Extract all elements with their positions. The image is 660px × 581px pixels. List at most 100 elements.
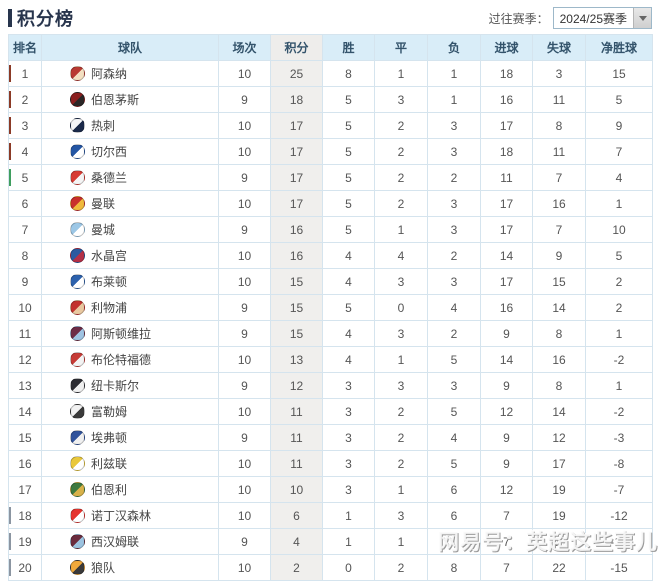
won-cell: 4 bbox=[322, 320, 375, 347]
won-cell: 3 bbox=[322, 398, 375, 425]
won-cell: 1 bbox=[322, 528, 375, 555]
team-cell[interactable]: 利兹联 bbox=[41, 450, 219, 477]
table-row: 9 布莱顿 10 15 4 3 3 17 15 2 bbox=[8, 268, 653, 295]
col-header-team: 球队 bbox=[41, 34, 219, 61]
team-cell[interactable]: 狼队 bbox=[41, 554, 219, 581]
played-cell: 9 bbox=[218, 528, 271, 555]
points-cell: 11 bbox=[270, 424, 323, 451]
drawn-cell: 2 bbox=[374, 554, 428, 581]
season-filter: 过往赛季： 2024/25赛季 bbox=[489, 7, 652, 29]
standings-table: 排名 球队 场次 积分 胜 平 负 进球 失球 净胜球 1 阿森纳 10 25 … bbox=[8, 34, 653, 581]
played-cell: 9 bbox=[218, 424, 271, 451]
team-name: 伯恩茅斯 bbox=[91, 93, 140, 107]
season-select[interactable]: 2024/25赛季 bbox=[552, 7, 652, 29]
rank-cell: 17 bbox=[8, 476, 42, 503]
drawn-cell: 2 bbox=[374, 164, 428, 191]
team-cell[interactable]: 热刺 bbox=[41, 112, 219, 139]
team-name: 桑德兰 bbox=[91, 171, 128, 185]
ga-cell: 3 bbox=[532, 60, 586, 87]
col-header-gf: 进球 bbox=[480, 34, 533, 61]
rank-value: 6 bbox=[21, 196, 29, 211]
zone-indicator-bar bbox=[9, 507, 11, 524]
team-cell[interactable]: 富勒姆 bbox=[41, 398, 219, 425]
played-cell: 9 bbox=[218, 86, 271, 113]
points-cell: 15 bbox=[270, 268, 323, 295]
gd-cell: -2 bbox=[585, 346, 653, 373]
ga-cell: 9 bbox=[532, 242, 586, 269]
fulham-logo bbox=[70, 404, 85, 419]
rank-cell: 7 bbox=[8, 216, 42, 243]
rank-cell: 2 bbox=[8, 86, 42, 113]
zone-indicator-bar bbox=[10, 195, 12, 212]
drawn-cell: 2 bbox=[374, 190, 428, 217]
zone-indicator-bar bbox=[10, 273, 12, 290]
team-cell[interactable]: 桑德兰 bbox=[41, 164, 219, 191]
team-cell[interactable]: 布莱顿 bbox=[41, 268, 219, 295]
table-row: 10 利物浦 9 15 5 0 4 16 14 2 bbox=[8, 294, 653, 321]
won-cell: 5 bbox=[322, 294, 375, 321]
gd-cell: -3 bbox=[585, 424, 653, 451]
rank-value: 10 bbox=[18, 300, 32, 315]
lost-cell: 5 bbox=[427, 346, 481, 373]
drawn-cell: 2 bbox=[374, 424, 428, 451]
points-cell: 17 bbox=[270, 138, 323, 165]
gf-cell: 12 bbox=[480, 476, 533, 503]
season-select-value: 2024/25赛季 bbox=[559, 11, 627, 26]
team-cell[interactable]: 阿斯顿维拉 bbox=[41, 320, 219, 347]
points-cell: 2 bbox=[270, 554, 323, 581]
team-name: 伯恩利 bbox=[91, 483, 128, 497]
team-cell[interactable]: 水晶宫 bbox=[41, 242, 219, 269]
team-cell[interactable]: 诺丁汉森林 bbox=[41, 502, 219, 529]
rank-value: 9 bbox=[21, 274, 29, 289]
rank-cell: 20 bbox=[8, 554, 42, 581]
chevron-down-icon[interactable] bbox=[633, 8, 651, 28]
team-cell[interactable]: 阿森纳 bbox=[41, 60, 219, 87]
played-cell: 10 bbox=[218, 60, 271, 87]
team-cell[interactable]: 伯恩茅斯 bbox=[41, 86, 219, 113]
lost-cell: 5 bbox=[427, 450, 481, 477]
team-cell[interactable]: 切尔西 bbox=[41, 138, 219, 165]
won-cell: 4 bbox=[322, 242, 375, 269]
team-cell[interactable]: 西汉姆联 bbox=[41, 528, 219, 555]
rank-value: 3 bbox=[21, 118, 29, 133]
points-cell: 25 bbox=[270, 60, 323, 87]
bournemouth-logo bbox=[70, 92, 85, 107]
won-cell: 1 bbox=[322, 502, 375, 529]
ga-cell: 20 bbox=[532, 528, 586, 555]
team-cell[interactable]: 纽卡斯尔 bbox=[41, 372, 219, 399]
rank-value: 15 bbox=[18, 430, 32, 445]
rank-value: 16 bbox=[18, 456, 32, 471]
team-cell[interactable]: 埃弗顿 bbox=[41, 424, 219, 451]
drawn-cell: 3 bbox=[374, 502, 428, 529]
rank-cell: 16 bbox=[8, 450, 42, 477]
gf-cell: 11 bbox=[480, 164, 533, 191]
team-name: 西汉姆联 bbox=[91, 535, 140, 549]
ga-cell: 11 bbox=[532, 86, 586, 113]
ga-cell: 19 bbox=[532, 476, 586, 503]
team-cell[interactable]: 利物浦 bbox=[41, 294, 219, 321]
team-cell[interactable]: 伯恩利 bbox=[41, 476, 219, 503]
zone-indicator-bar bbox=[10, 377, 12, 394]
col-header-points: 积分 bbox=[270, 34, 323, 61]
team-name: 布莱顿 bbox=[91, 275, 128, 289]
title-accent-bar bbox=[8, 9, 12, 27]
gf-cell: 18 bbox=[480, 60, 533, 87]
team-cell[interactable]: 布伦特福德 bbox=[41, 346, 219, 373]
points-cell: 4 bbox=[270, 528, 323, 555]
rank-cell: 3 bbox=[8, 112, 42, 139]
won-cell: 0 bbox=[322, 554, 375, 581]
team-cell[interactable]: 曼联 bbox=[41, 190, 219, 217]
ga-cell: 8 bbox=[532, 112, 586, 139]
zone-indicator-bar bbox=[9, 91, 11, 108]
zone-indicator-bar bbox=[9, 559, 11, 576]
page-title: 积分榜 bbox=[17, 9, 74, 29]
team-cell[interactable]: 曼城 bbox=[41, 216, 219, 243]
gf-cell: 14 bbox=[480, 242, 533, 269]
gd-cell: -15 bbox=[585, 554, 653, 581]
gf-cell: 9 bbox=[480, 320, 533, 347]
ga-cell: 19 bbox=[532, 502, 586, 529]
points-cell: 18 bbox=[270, 86, 323, 113]
points-cell: 12 bbox=[270, 372, 323, 399]
gf-cell: 9 bbox=[480, 450, 533, 477]
rank-value: 13 bbox=[18, 378, 32, 393]
